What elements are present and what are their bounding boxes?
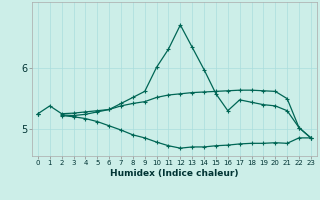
X-axis label: Humidex (Indice chaleur): Humidex (Indice chaleur) [110,169,239,178]
